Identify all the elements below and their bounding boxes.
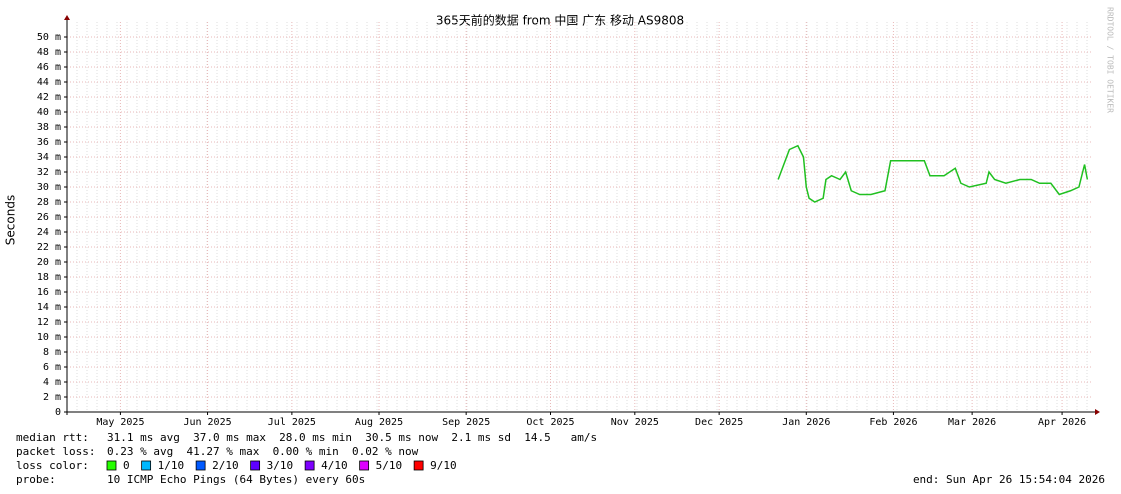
stat-text: 0.23 % avg 41.27 % max 0.00 % min 0.02 %… (107, 445, 419, 458)
legend-swatch (141, 460, 152, 471)
legend-label: 0 (123, 459, 130, 472)
watermark: RRDTOOL / TOBI OETIKER (1106, 7, 1115, 113)
x-tick-label: Dec 2025 (695, 417, 743, 428)
y-tick-label: 30 m (37, 182, 61, 193)
x-tick-label: Jan 2026 (782, 417, 830, 428)
x-tick-label: Feb 2026 (869, 417, 917, 428)
legend-label: 4/10 (321, 459, 348, 472)
y-tick-label: 38 m (37, 122, 61, 133)
x-tick-label: Aug 2025 (355, 417, 403, 428)
x-tick-label: Mar 2026 (948, 417, 996, 428)
y-tick-label: 28 m (37, 197, 61, 208)
axis-arrow (1095, 409, 1100, 415)
x-tick-label: Apr 2026 (1038, 417, 1086, 428)
y-tick-label: 14 m (37, 302, 61, 313)
legend-label: 3/10 (267, 459, 294, 472)
stat-label: loss color: (16, 459, 89, 472)
y-tick-label: 0 (55, 407, 61, 418)
y-tick-label: 36 m (37, 137, 61, 148)
y-tick-label: 6 m (43, 362, 61, 373)
y-tick-label: 40 m (37, 107, 61, 118)
legend-swatch (413, 460, 424, 471)
y-tick-label: 12 m (37, 317, 61, 328)
y-tick-label: 50 m (37, 32, 61, 43)
y-tick-label: 20 m (37, 257, 61, 268)
y-tick-label: 44 m (37, 77, 61, 88)
stat-label: packet loss: (16, 445, 95, 458)
stat-text: 10 ICMP Echo Pings (64 Bytes) every 60s (107, 473, 365, 486)
legend-swatch (195, 460, 206, 471)
y-tick-label: 32 m (37, 167, 61, 178)
axis-arrow (64, 15, 70, 20)
legend-label: 1/10 (158, 459, 185, 472)
y-tick-label: 4 m (43, 377, 61, 388)
y-tick-label: 26 m (37, 212, 61, 223)
stat-text: 31.1 ms avg 37.0 ms max 28.0 ms min 30.5… (107, 431, 597, 444)
y-tick-label: 8 m (43, 347, 61, 358)
y-tick-label: 2 m (43, 392, 61, 403)
stat-label: median rtt: (16, 431, 89, 444)
y-tick-label: 42 m (37, 92, 61, 103)
y-tick-label: 34 m (37, 152, 61, 163)
y-tick-label: 10 m (37, 332, 61, 343)
y-tick-label: 18 m (37, 272, 61, 283)
y-tick-label: 22 m (37, 242, 61, 253)
y-tick-label: 16 m (37, 287, 61, 298)
legend-label: 9/10 (430, 459, 457, 472)
y-tick-label: 24 m (37, 227, 61, 238)
x-tick-label: Jul 2025 (268, 417, 316, 428)
y-axis-label: Seconds (4, 195, 18, 245)
end-time: end: Sun Apr 26 15:54:04 2026 (913, 473, 1105, 486)
legend-swatch (304, 460, 315, 471)
chart-title: 365天前的数据 from 中国 广东 移动 AS9808 (436, 13, 684, 28)
legend-label: 2/10 (212, 459, 239, 472)
stat-label: probe: (16, 473, 56, 486)
y-tick-label: 48 m (37, 47, 61, 58)
legend-label: 5/10 (376, 459, 403, 472)
x-tick-label: Jun 2025 (183, 417, 231, 428)
legend-swatch (250, 460, 261, 471)
y-tick-label: 46 m (37, 62, 61, 73)
x-tick-label: Oct 2025 (526, 417, 574, 428)
series-line (777, 144, 1089, 203)
x-tick-label: Nov 2025 (611, 417, 659, 428)
x-tick-label: May 2025 (96, 417, 144, 428)
legend-swatch (106, 460, 117, 471)
x-tick-label: Sep 2025 (442, 417, 490, 428)
legend-swatch (359, 460, 370, 471)
